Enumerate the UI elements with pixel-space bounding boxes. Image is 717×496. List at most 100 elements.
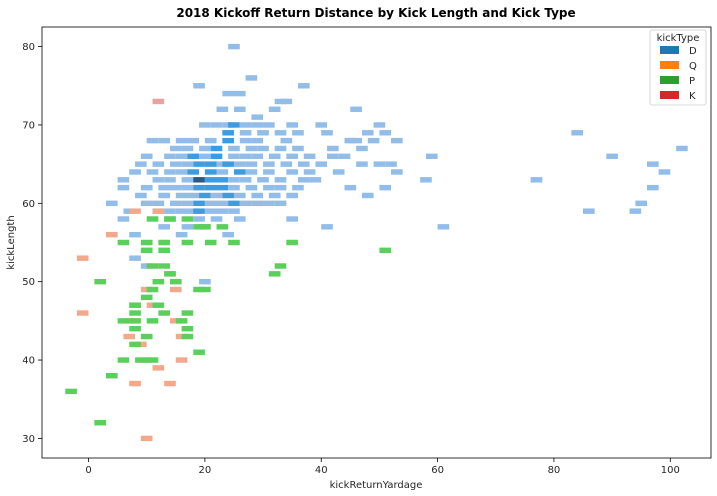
heatmap-cell-d (164, 208, 176, 214)
heatmap-cell-d (164, 169, 176, 175)
heatmap-cell-p (129, 302, 141, 308)
heatmap-cell-d (210, 216, 223, 222)
heatmap-cell-p (117, 357, 130, 363)
heatmap-cell-d (292, 145, 304, 152)
heatmap-cell-k (152, 98, 165, 105)
heatmap-cell-p (228, 239, 240, 246)
heatmap-cell-d (315, 122, 328, 128)
heatmap-cell-d (158, 192, 170, 199)
heatmap-cell-d (268, 192, 281, 199)
heatmap-cell-d (338, 153, 351, 160)
heatmap-cell-d (274, 145, 287, 152)
heatmap-cell-p (135, 357, 147, 363)
heatmap-cell-d (257, 177, 269, 183)
heatmap-cell-d (216, 177, 229, 183)
heatmap-cell-d (263, 169, 275, 175)
heatmap-cell-d (437, 224, 450, 230)
y-tick-label: 60 (22, 199, 35, 210)
heatmap-cell-d (169, 161, 182, 167)
heatmap-cell-d (181, 145, 194, 152)
heatmap-cell-d (583, 208, 595, 214)
heatmap-cell-d (175, 137, 188, 144)
heatmap-cell-d (129, 231, 141, 238)
heatmap-cell-d (274, 200, 287, 207)
heatmap-cell-d (245, 145, 258, 152)
heatmap-cell-p (379, 247, 392, 254)
heatmap-cell-q (175, 357, 188, 363)
heatmap-cells (65, 43, 688, 442)
heatmap-cell-d (193, 216, 205, 222)
heatmap-cell-d (658, 169, 671, 175)
heatmap-cell-d (228, 200, 240, 207)
heatmap-cell-d (350, 137, 362, 144)
y-axis-label: kickLength (6, 215, 17, 269)
heatmap-cell-d (327, 145, 339, 152)
heatmap-cell-d (187, 169, 200, 175)
legend-swatch-q (660, 61, 679, 69)
heatmap-cell-p (146, 318, 159, 324)
heatmap-cell-d (228, 208, 240, 214)
heatmap-cell-p (181, 325, 194, 332)
heatmap-cell-d (297, 83, 310, 89)
x-tick-label: 80 (548, 465, 561, 476)
heatmap-cell-d (228, 153, 240, 160)
heatmap-cell-d (571, 130, 584, 136)
heatmap-cell-d (216, 200, 229, 207)
heatmap-cell-d (327, 153, 339, 160)
heatmap-cell-d (117, 216, 130, 222)
heatmap-cell-d (222, 192, 234, 199)
legend-label-q: Q (689, 61, 697, 72)
heatmap-cell-p (164, 271, 176, 277)
heatmap-cell-d (222, 161, 234, 167)
heatmap-cell-q (76, 310, 89, 316)
heatmap-cell-d (233, 106, 246, 112)
heatmap-cell-d (647, 161, 659, 167)
heatmap-cell-q (169, 286, 182, 293)
heatmap-cell-d (635, 200, 647, 207)
heatmap-cell-d (228, 177, 240, 183)
heatmap-cell-d (164, 153, 176, 160)
heatmap-cell-d (204, 184, 217, 191)
heatmap-cell-q (169, 318, 182, 324)
heatmap-cell-d (135, 161, 147, 167)
y-tick-label: 80 (22, 42, 35, 53)
heatmap-cell-d (280, 98, 293, 105)
heatmap-cell-d (222, 122, 234, 128)
x-tick-label: 0 (85, 465, 91, 476)
heatmap-cell-d (140, 184, 153, 191)
heatmap-cell-d (391, 169, 403, 175)
heatmap-cell-d (303, 153, 316, 160)
heatmap-cell-d (210, 153, 223, 160)
heatmap-cell-d (239, 137, 252, 144)
heatmap-cell-d (315, 161, 328, 167)
heatmap-cell-d (332, 169, 345, 175)
heatmap-cell-d (187, 137, 200, 144)
heatmap-cell-d (676, 145, 688, 152)
heatmap-cell-d (123, 208, 136, 214)
heatmap-cell-d (286, 169, 298, 175)
heatmap-cell-d (175, 169, 188, 175)
heatmap-cell-p (94, 420, 106, 426)
heatmap-cell-d (204, 169, 217, 175)
legend-label-d: D (689, 46, 697, 57)
heatmap-cell-d (239, 122, 252, 128)
heatmap-cell-d (175, 208, 188, 214)
heatmap-cell-d (263, 184, 275, 191)
heatmap-cell-d (286, 216, 298, 222)
heatmap-cell-d (257, 145, 269, 152)
heatmap-cell-d (152, 177, 165, 183)
heatmap-cell-d (361, 130, 374, 136)
heatmap-cell-d (222, 137, 234, 144)
y-tick-label: 40 (22, 356, 35, 367)
heatmap-cell-d (286, 192, 298, 199)
heatmap-cell-d (297, 177, 310, 183)
heatmap-cell-d (181, 184, 194, 191)
heatmap-cell-d (228, 184, 240, 191)
heatmap-cell-d (228, 43, 240, 50)
heatmap-cell-d (373, 161, 386, 167)
heatmap-cell-d (280, 137, 293, 144)
heatmap-cell-d (228, 145, 240, 152)
heatmap-cell-d (152, 161, 165, 167)
